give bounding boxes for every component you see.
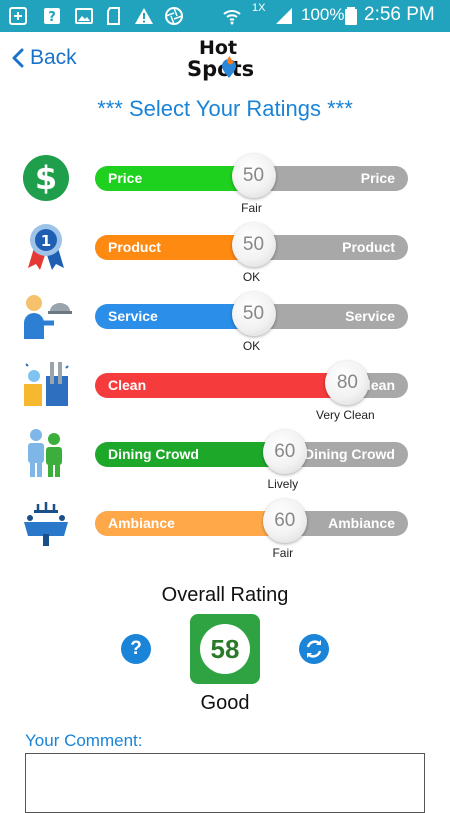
product-slider-handle[interactable]: 50: [231, 223, 276, 267]
refresh-button[interactable]: [299, 634, 329, 664]
comment-label: Your Comment:: [25, 731, 143, 750]
price-slider-label-left: Price: [108, 170, 143, 186]
dining-crowd-slider-fill: [95, 442, 283, 467]
clock: 2:56 PM: [364, 4, 435, 25]
refresh-icon: [306, 640, 322, 658]
back-label: Back: [30, 46, 77, 69]
clean-rating-word: Very Clean: [316, 408, 375, 422]
product-rating-word: OK: [242, 270, 261, 284]
overall-score-badge: 58: [190, 614, 260, 684]
help-box-icon: ?: [44, 8, 60, 25]
overall-score: 58: [200, 624, 250, 674]
dollar-icon: $: [23, 155, 69, 201]
svg-text:?: ?: [48, 10, 56, 25]
chevron-left-icon: [12, 48, 24, 68]
status-bar: ? 1X 100% 2:56 PM: [0, 0, 450, 32]
service-slider-label-left: Service: [108, 308, 158, 324]
dining-crowd-slider-handle[interactable]: 60: [262, 430, 307, 474]
sd-card-icon: [107, 7, 120, 25]
back-button[interactable]: Back: [12, 46, 77, 70]
clean-slider-label-left: Clean: [108, 377, 147, 393]
wifi-icon: [223, 10, 241, 25]
dining-crowd-slider-label-left: Dining Crowd: [108, 446, 199, 462]
add-box-icon: [9, 7, 27, 25]
ambiance-slider[interactable]: Ambiance Ambiance: [95, 511, 408, 536]
waiter-icon: [24, 295, 72, 339]
svg-text:$: $: [35, 159, 57, 197]
help-button[interactable]: ?: [121, 634, 151, 664]
battery-icon: [345, 7, 357, 25]
service-rating-word: OK: [242, 339, 261, 353]
dining-crowd-rating-word: Lively: [267, 477, 299, 491]
price-slider-fill: [95, 166, 252, 191]
product-slider-label-left: Product: [108, 239, 161, 255]
service-slider-handle[interactable]: 50: [231, 292, 276, 336]
clean-slider-handle[interactable]: 80: [325, 361, 370, 405]
ambiance-rating-word: Fair: [272, 546, 294, 560]
app-header: Back Hot Spots: [0, 32, 450, 90]
warning-icon: [135, 8, 153, 24]
clean-slider-fill: [95, 373, 346, 398]
ambiance-slider-label-left: Ambiance: [108, 515, 175, 531]
image-icon: [75, 8, 93, 24]
price-slider-label-right: Price: [360, 170, 395, 186]
dining-table-icon: [24, 502, 68, 546]
comment-input[interactable]: [25, 753, 425, 813]
ambiance-slider-label-right: Ambiance: [328, 515, 395, 531]
dining-crowd-slider-label-right: Dining Crowd: [304, 446, 395, 462]
product-slider-fill: [95, 235, 252, 260]
signal-strength-icon: [276, 8, 292, 24]
product-slider-label-right: Product: [342, 239, 395, 255]
svg-text:Hot: Hot: [199, 37, 237, 59]
shutter-icon: [165, 7, 183, 25]
battery-percent: 100%: [301, 5, 345, 24]
overall-rating-word: Good: [200, 692, 250, 714]
service-slider-fill: [95, 304, 252, 329]
dining-crowd-slider[interactable]: Dining Crowd Dining Crowd: [95, 442, 408, 467]
price-rating-word: Fair: [241, 201, 262, 215]
service-slider-label-right: Service: [345, 308, 395, 324]
svg-text:1: 1: [41, 232, 51, 250]
ambiance-slider-fill: [95, 511, 283, 536]
price-slider-handle[interactable]: 50: [231, 154, 276, 198]
cleaning-supplies-icon: [24, 362, 69, 406]
overall-rating-label: Overall Rating: [161, 584, 289, 606]
people-icon: [28, 429, 62, 477]
page-title: *** Select Your Ratings ***: [97, 96, 353, 121]
hot-spots-logo: Hot Spots: [187, 37, 254, 81]
award-ribbon-icon: 1: [28, 224, 64, 270]
ambiance-slider-handle[interactable]: 60: [262, 499, 307, 543]
svg-text:Spots: Spots: [187, 57, 254, 81]
network-type-label: 1X: [252, 2, 266, 14]
